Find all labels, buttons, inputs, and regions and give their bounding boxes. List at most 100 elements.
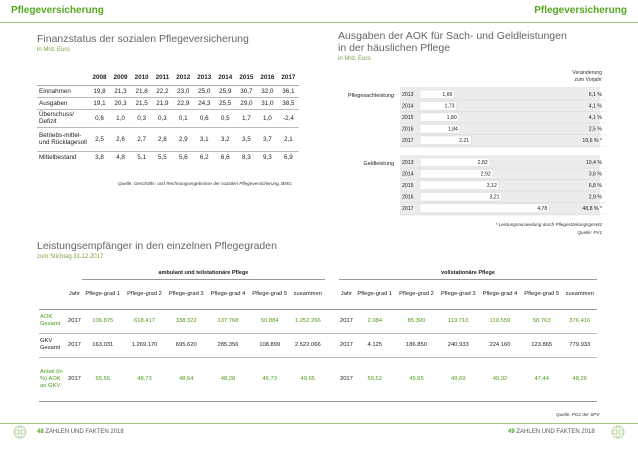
finanz-row-label: Mittelbestand — [39, 153, 77, 161]
empf-row-gap — [324, 333, 339, 358]
empf-row: Anteil (in %) AOK an GKV 2017 65,56 48,73 48… — [39, 357, 597, 402]
finanz-cell: 32,0 — [256, 85, 278, 98]
finanz-year: 2010 — [131, 71, 153, 86]
empf-col-header: Pflege-grad 4 — [479, 279, 521, 310]
empf-row-gap — [324, 357, 339, 402]
chart-bar — [419, 157, 490, 167]
finanz-year: 2015 — [235, 71, 257, 86]
empf-cell: 85.300 — [395, 309, 438, 334]
empf-col-header: Pflege-grad 3 — [165, 279, 208, 310]
empf-cell: 65,56 — [81, 357, 124, 402]
footer-right: 49 ZAHLEN UND FAKTEN 2018 — [508, 429, 595, 435]
chart-bar — [419, 101, 457, 111]
empf-group-voll: vollstationäre Pflege — [338, 267, 597, 280]
empf-cell: 45,65 — [395, 357, 438, 402]
chart-year-label: 2015 — [402, 183, 414, 189]
finanz-header-row: 2008 2009 2010 2011 2012 2013 2014 2015 … — [37, 71, 299, 86]
chart-title: Ausgaben der AOK für Sach- und Geldleist… — [338, 30, 567, 54]
finanz-cell: 21,5 — [131, 97, 153, 110]
empf-col-jahr: Jahr — [67, 279, 82, 310]
empf-cell: 106.875 — [81, 309, 124, 334]
page-number-left: 48 — [37, 429, 44, 435]
chart-change-value: 10,4 % — [586, 160, 603, 166]
finanz-year: 2016 — [256, 71, 278, 86]
top-header: Pflegeversicherung Pflegeversicherung — [0, 0, 638, 22]
chart-value-label: 1,73 — [444, 104, 454, 110]
finanz-cell: 0,3 — [152, 109, 173, 128]
finanz-subtitle: in Mrd. Euro — [37, 47, 70, 53]
empf-cell: 224.160 — [479, 333, 521, 358]
empf-header-row: Jahr Pflege-grad 1 Pflege-grad 2 Pflege-gra… — [39, 279, 597, 310]
chart-group-label: Pflegesachleistung — [348, 93, 394, 99]
chart-value-label: 2,82 — [478, 160, 488, 166]
finanz-body: Einnahmen 19,8 21,3 21,8 22,2 23,0 25,0 25,9 30,… — [37, 85, 299, 163]
empf-col-header: zusammen — [562, 279, 597, 310]
chart-change-value: 4,1 % — [589, 104, 603, 110]
empf-cell: 338.322 — [165, 309, 208, 334]
finanz-row: Betriebs-mittel- und Rücklagesoll 2,5 2,6 2… — [37, 127, 299, 152]
empf-cell: 123.865 — [520, 333, 563, 358]
empf-cell: 779.933 — [562, 333, 597, 358]
finanz-cell: 2,8 — [152, 127, 173, 152]
empf-cell: 186.850 — [395, 333, 438, 358]
finanz-row: Ausgaben 19,1 20,3 21,5 21,9 22,9 24,3 25,5 29,0… — [37, 97, 299, 110]
chart-bar — [419, 135, 472, 145]
flower-icon — [13, 425, 27, 439]
chart-bar — [419, 203, 550, 213]
finanz-cell: 19,1 — [89, 97, 111, 110]
finanz-row: Mittelbestand 3,8 4,8 5,1 5,5 5,6 6,2 6,6 8,3 9,3… — [37, 151, 299, 163]
empf-cell: 48,26 — [562, 357, 597, 402]
empf-title: Leistungsempfänger in den einzelnen Pfle… — [37, 240, 277, 252]
chart-year-label: 2016 — [402, 127, 414, 133]
finanz-cell: 36,1 — [277, 85, 299, 98]
finanz-cell: 3,5 — [235, 127, 257, 152]
empf-cell: 48,64 — [165, 357, 208, 402]
finanz-cell: 2,5 — [89, 127, 111, 152]
chart-change-value: 6,1 % — [589, 92, 603, 98]
finanz-title: Finanzstatus der sozialen Pflegeversiche… — [37, 33, 249, 45]
finanz-cell: 25,9 — [214, 85, 236, 98]
chart-bar — [419, 169, 493, 179]
finanz-cell: 0,6 — [89, 109, 111, 128]
finanz-cell: 1,7 — [235, 109, 257, 128]
finanz-cell: 6,2 — [199, 153, 209, 161]
finanz-cell: 30,7 — [235, 85, 257, 98]
chart-year-label: 2016 — [402, 195, 414, 201]
footer-rule — [0, 423, 638, 424]
finanz-row-label: Ausgaben — [37, 97, 89, 110]
chart-value-label: 1,84 — [448, 127, 458, 133]
chart-change-value: 48,8 % * — [582, 206, 602, 212]
finanz-cell: 4,8 — [116, 153, 125, 161]
empf-cell: 48,28 — [207, 357, 249, 402]
empf-col-jahr: Jahr — [338, 279, 354, 310]
footer-left-text: ZAHLEN UND FAKTEN 2018 — [45, 429, 124, 435]
empf-col-header: Pflege-grad 2 — [395, 279, 438, 310]
finanz-row: Überschuss/ Defizit 0,6 1,0 0,3 0,3 0,1 0,6 0,5… — [37, 109, 299, 128]
empf-col-header: Pflege-grad 1 — [353, 279, 396, 310]
empf-head-gap — [324, 279, 339, 310]
finanz-cell: 1,0 — [110, 109, 132, 128]
footer-left: 48 ZAHLEN UND FAKTEN 2018 — [37, 429, 124, 435]
empf-cell: 376.416 — [562, 309, 597, 334]
empf-row: AOK Gesamt 2017 106.875 618.417 338.322 137.7… — [39, 309, 597, 334]
empf-cell: 285.356 — [207, 333, 249, 358]
chart-change-value: 2,5 % — [589, 127, 603, 133]
empf-cell: 49,65 — [290, 357, 325, 402]
finanz-cell: 25,5 — [214, 97, 236, 110]
flower-icon — [611, 425, 625, 439]
empf-row-year: 2017 — [67, 333, 82, 358]
finanz-cell: 3,1 — [193, 127, 215, 152]
chart-year-label: 2015 — [402, 115, 414, 121]
finanz-row-label: Überschuss/ Defizit — [37, 109, 89, 128]
empf-head-spacer — [39, 279, 67, 310]
empf-col-header: zusammen — [290, 279, 325, 310]
page-number-right: 49 — [508, 429, 515, 435]
finanz-cell: 29,0 — [235, 97, 257, 110]
finanz-cell: 0,5 — [214, 109, 236, 128]
empf-row-label: Anteil (in %) AOK an GKV — [39, 357, 67, 402]
finanz-source: Quelle: Geschäfts- und Rechnungsergebnis… — [118, 181, 292, 186]
finanz-cell: 0,1 — [172, 109, 194, 128]
finanz-cell: 2,1 — [277, 127, 299, 152]
empf-cell: 1.269.170 — [123, 333, 166, 358]
